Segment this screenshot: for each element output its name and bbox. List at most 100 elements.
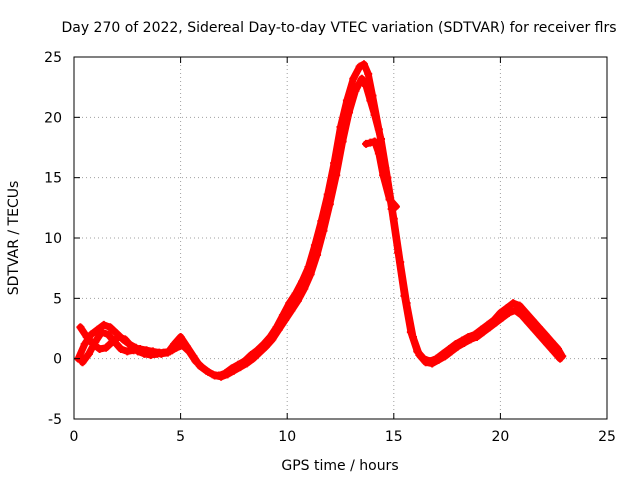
data-point	[364, 69, 373, 78]
x-tick-label: 5	[176, 429, 185, 445]
data-point	[379, 171, 388, 180]
data-point	[91, 337, 100, 346]
data-point	[377, 135, 386, 144]
data-point	[106, 323, 115, 332]
data-point	[293, 296, 302, 305]
data-point	[287, 306, 296, 315]
data-point	[362, 139, 371, 148]
data-point	[355, 62, 364, 71]
x-tick-label: 25	[598, 429, 616, 445]
data-point	[148, 347, 157, 356]
data-point	[325, 200, 334, 209]
data-point	[116, 345, 125, 354]
data-point	[142, 346, 151, 355]
data-point	[236, 363, 245, 372]
data-point	[285, 299, 294, 308]
data-point	[313, 250, 322, 259]
data-point	[359, 60, 368, 69]
data-point	[174, 337, 183, 346]
chart-title: Day 270 of 2022, Sidereal Day-to-day VTE…	[61, 20, 616, 36]
y-tick-label: 0	[53, 352, 62, 368]
data-point	[536, 332, 545, 341]
data-point	[485, 323, 494, 332]
data-point	[396, 258, 405, 267]
data-point	[543, 340, 552, 349]
data-point	[504, 308, 513, 317]
data-point	[255, 348, 264, 357]
data-point	[76, 323, 85, 332]
data-point	[129, 346, 138, 355]
series-sat-c	[78, 137, 400, 367]
data-point	[374, 149, 383, 158]
data-point	[415, 351, 424, 360]
data-point	[440, 352, 449, 361]
data-point	[99, 320, 108, 329]
data-point	[306, 270, 315, 279]
data-point	[268, 335, 277, 344]
data-point	[434, 355, 443, 364]
data-point	[428, 359, 437, 368]
data-point	[338, 137, 347, 146]
data-point	[453, 342, 462, 351]
data-point	[161, 348, 170, 357]
series-band	[362, 138, 400, 211]
y-axis-label: SDTVAR / TECUs	[6, 181, 22, 296]
series-sat-a	[74, 60, 567, 380]
data-point	[492, 318, 501, 327]
data-point	[466, 335, 475, 344]
data-point	[114, 332, 123, 341]
grid	[74, 57, 607, 419]
data-point	[249, 354, 258, 363]
y-tick-label: 5	[53, 291, 62, 307]
data-point	[370, 110, 379, 119]
data-point	[351, 86, 360, 95]
data-point	[210, 371, 219, 380]
data-point	[185, 347, 194, 356]
data-point	[217, 372, 226, 381]
data-point	[447, 347, 456, 356]
data-point	[370, 137, 379, 146]
x-tick-label: 15	[385, 429, 403, 445]
data-point	[84, 349, 93, 358]
data-point	[391, 202, 400, 211]
plot-frame	[73, 56, 608, 420]
data-point	[362, 81, 371, 90]
data-point	[110, 337, 119, 346]
data-point	[366, 96, 375, 105]
data-point	[389, 214, 398, 223]
data-point	[104, 330, 113, 339]
data-point	[460, 338, 469, 347]
data-point	[385, 195, 394, 204]
data-series	[74, 60, 567, 381]
data-point	[479, 328, 488, 337]
data-point	[197, 363, 206, 372]
data-point	[136, 345, 145, 354]
data-point	[97, 328, 106, 337]
y-tick-label: 25	[44, 50, 62, 66]
data-point	[274, 325, 283, 334]
data-point	[78, 358, 87, 367]
data-point	[498, 313, 507, 322]
x-axis-label: GPS time / hours	[281, 458, 398, 474]
y-tick-label: 10	[44, 231, 62, 247]
data-point	[345, 108, 354, 117]
axis-ticks: 0 5 10 15 20 25 -5 0 5 10 15 20 25	[44, 50, 616, 445]
data-point	[300, 284, 309, 293]
data-point	[421, 358, 430, 367]
data-point	[261, 342, 270, 351]
data-point	[349, 74, 358, 83]
data-point	[123, 347, 132, 356]
data-point	[319, 226, 328, 235]
data-point	[517, 311, 526, 320]
data-point	[80, 340, 89, 349]
data-point	[332, 171, 341, 180]
data-point	[82, 332, 91, 341]
data-point	[281, 316, 290, 325]
data-point	[366, 138, 375, 147]
data-point	[357, 74, 366, 83]
x-tick-label: 20	[491, 429, 509, 445]
data-point	[101, 343, 110, 352]
data-point	[121, 335, 130, 344]
data-point	[408, 332, 417, 341]
